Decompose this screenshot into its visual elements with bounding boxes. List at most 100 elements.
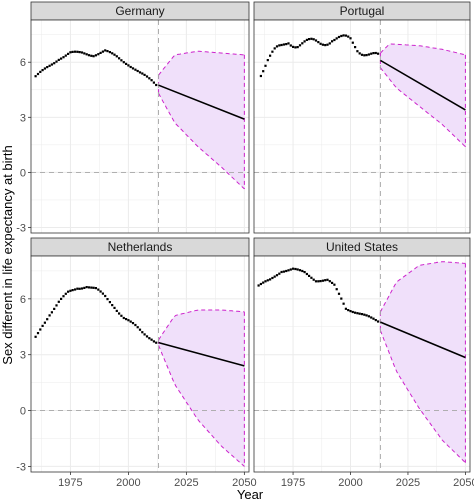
observed-point (344, 307, 347, 310)
observed-point (287, 42, 290, 45)
observed-point (43, 67, 46, 70)
observed-point (69, 289, 72, 292)
observed-point (347, 35, 350, 38)
observed-point (351, 41, 354, 44)
observed-point (314, 280, 318, 283)
observed-point (74, 50, 77, 53)
observed-point (143, 333, 146, 336)
observed-point (106, 50, 109, 53)
observed-point (36, 332, 40, 335)
observed-point (92, 55, 95, 58)
observed-point (60, 57, 63, 60)
observed-point (155, 341, 158, 344)
y-tick-label: -3 (16, 222, 26, 234)
panel-border-portugal (253, 19, 471, 234)
interval-upper-united-states (379, 261, 466, 313)
observed-point (312, 38, 315, 41)
observed-point (340, 297, 343, 300)
observed-point (292, 267, 295, 270)
x-tick-label: 2000 (338, 477, 362, 489)
observed-point (280, 270, 283, 274)
observed-point (358, 52, 361, 55)
observed-point (46, 66, 49, 69)
observed-point (118, 312, 121, 315)
observed-point (342, 34, 345, 37)
observed-point (285, 269, 288, 273)
observed-point (57, 300, 60, 303)
observed-point (39, 70, 42, 73)
observed-point (331, 281, 334, 284)
observed-point (125, 318, 128, 321)
strip-label-germany: Germany (115, 4, 164, 18)
observed-point (367, 53, 370, 56)
observed-point (374, 319, 377, 322)
observed-point (122, 61, 125, 64)
observed-point (317, 280, 320, 283)
observed-point (305, 272, 308, 276)
observed-point (347, 309, 350, 312)
observed-point (354, 46, 357, 49)
observed-point (305, 38, 308, 41)
observed-point (101, 50, 104, 53)
observed-point (271, 50, 274, 53)
observed-point (301, 42, 304, 45)
observed-point (141, 72, 144, 75)
interval-lower-united-states (379, 330, 466, 464)
observed-point (43, 321, 46, 324)
observed-point (337, 292, 341, 295)
observed-point (335, 37, 338, 40)
observed-point (39, 328, 42, 331)
observed-point (94, 287, 97, 290)
observed-point (115, 55, 118, 58)
observed-point (377, 320, 380, 323)
strip-label-united-states: United States (326, 240, 398, 254)
x-tick-label: 2025 (396, 477, 420, 489)
observed-point (141, 331, 144, 334)
observed-point (310, 37, 313, 40)
x-tick-label: 2025 (174, 477, 198, 489)
observed-point (55, 304, 58, 307)
observed-point (331, 40, 334, 43)
observed-point (294, 267, 297, 271)
observed-point (349, 37, 352, 40)
observed-point (83, 286, 86, 289)
panel-netherlands: Netherlands -3 0 3 6 1975 2000 2025 2050 (16, 237, 257, 489)
panel-germany: Germany -3 0 3 6 (16, 1, 250, 234)
observed-point (365, 54, 368, 57)
observed-point (134, 68, 137, 71)
observed-point (273, 275, 276, 278)
interval-band-united-states (380, 261, 466, 463)
interval-lower-germany (158, 93, 245, 190)
forecast-line-united-states (380, 321, 466, 359)
observed-point (131, 322, 135, 325)
observed-point (148, 77, 151, 80)
observed-point (356, 50, 359, 53)
observed-point (138, 71, 142, 74)
interval-upper-portugal (380, 43, 466, 56)
observed-point (145, 335, 149, 338)
observed-point (85, 286, 88, 289)
observed-point (262, 70, 265, 73)
observed-point (80, 287, 84, 290)
observed-point (97, 288, 100, 291)
observed-point (312, 278, 315, 281)
observed-point (303, 271, 306, 274)
observed-point (71, 289, 74, 292)
interval-lower-netherlands (158, 345, 245, 467)
observed-point (48, 64, 51, 67)
observed-point (41, 69, 44, 72)
observed-point (278, 44, 281, 47)
observed-point (319, 42, 322, 45)
observed-point (294, 46, 297, 49)
observed-point (370, 316, 373, 319)
observed-point (76, 287, 79, 290)
observed-point (64, 54, 67, 57)
observed-point (360, 53, 364, 56)
observed-point (120, 59, 123, 62)
observed-point (326, 43, 329, 46)
observed-point (127, 64, 130, 67)
observed-point (92, 286, 95, 289)
observed-point (292, 45, 295, 48)
observed-point (131, 67, 135, 70)
